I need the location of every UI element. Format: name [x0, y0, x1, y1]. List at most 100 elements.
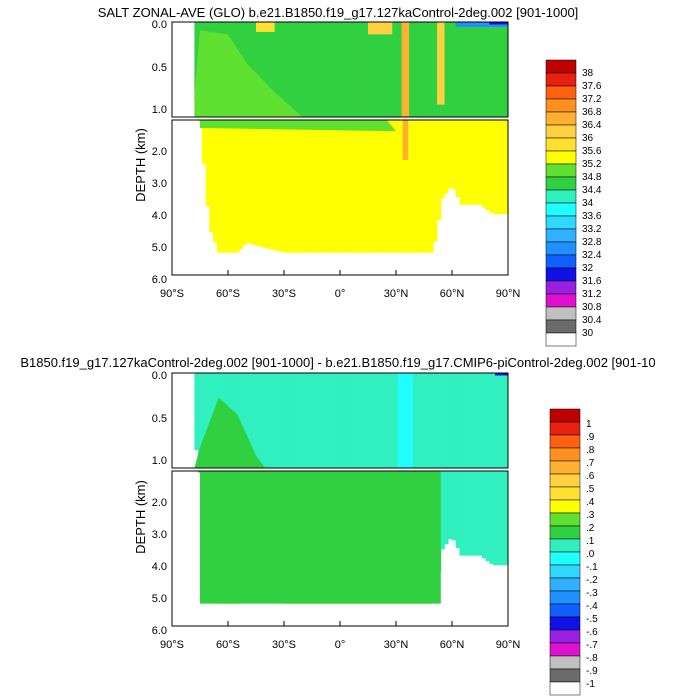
panel-2-ocean-upper-col-40 [343, 373, 348, 468]
panel-2-cbar-label-6: .4 [586, 497, 595, 508]
panel-2-arctic-anom [494, 373, 508, 376]
panel-2-colorbar-swatch-12 [549, 564, 581, 579]
panel-2-ocean-lower-col-82 [500, 471, 505, 566]
panel-2-colorbar-swatch-11 [549, 551, 581, 566]
panel-1-ocean-lower-col-75 [474, 120, 479, 205]
panel-2-ocean-lower-col-71 [459, 471, 464, 556]
panel-1-colorbar-swatch-2 [545, 85, 577, 100]
panel-2-cbar-label-10: .0 [586, 549, 595, 560]
panel-2-ocean-lower-col-68 [448, 471, 453, 540]
panel-2-ocean-upper-col-0 [194, 373, 199, 451]
panel-1-ocean-upper-col-57 [407, 22, 412, 117]
panel-2-colorbar-swatch-14 [549, 590, 581, 605]
panel-1-ocean-upper-col-77 [481, 22, 486, 117]
panel-2-ocean-lower-col-73 [466, 471, 471, 556]
panel-2-cbar-label-3: .7 [586, 458, 595, 469]
panel-1-cbar-label-13: 32.8 [582, 237, 602, 248]
panel-1-colorbar-swatch-12 [545, 215, 577, 230]
panel-2-colorbar-swatch-15 [549, 603, 581, 618]
panel-2-cbar-label-14: -.4 [586, 601, 598, 612]
panel-1-xtick-90N: 90°N [496, 288, 521, 300]
panel-1-ocean-lower-col-65 [437, 120, 442, 221]
panel-1-colorbar-swatch-13 [545, 228, 577, 243]
panel-2-xtick-90S: 90°S [160, 639, 184, 651]
panel-1-cbar-label-6: 35.6 [582, 146, 602, 157]
panel-2-ocean-upper-col-81 [496, 373, 501, 468]
panel-1-ocean-lower-col-23 [280, 120, 285, 253]
panel-1-ocean-upper-col-73 [466, 22, 471, 117]
panel-1-xtick-90S: 90°S [160, 288, 184, 300]
panel-2-ocean-upper-col-70 [455, 373, 460, 468]
panel-1-colorbar-swatch-5 [545, 124, 577, 139]
panel-2-ocean-lower-col-69 [452, 471, 457, 541]
panel-1-ocean-upper-col-79 [489, 22, 494, 117]
panel-1-ocean-upper-col-44 [358, 22, 363, 117]
panel-1-ocean-lower-col-61 [422, 120, 427, 253]
panel-1-ocean-lower-col-45 [362, 120, 367, 253]
panel-2-colorbar-swatch-7 [549, 499, 581, 514]
panel-2-colorbar-swatch-18 [549, 642, 581, 657]
panel-1-ocean-upper-col-62 [425, 22, 430, 117]
panel-1-colorbar-swatch-15 [545, 254, 577, 269]
panel-2-ocean-upper-col-1 [198, 373, 203, 468]
panel-2-cbar-label-5: .5 [586, 484, 595, 495]
panel-1-ocean-lower-col-40 [343, 120, 348, 253]
panel-2-ocean-upper-col-34 [321, 373, 326, 468]
panel-1-ocean-lower-col-52 [388, 120, 393, 253]
panel-2-cbar-label-18: -.8 [586, 653, 598, 664]
panel-2-ytick-1.0: 1.0 [152, 455, 167, 467]
panel-1-ocean-upper-col-23 [280, 22, 285, 117]
panel-1-ocean-lower-col-33 [317, 120, 322, 253]
panel-2-cbar-label-7: .3 [586, 510, 595, 521]
panel-1-ocean-lower-col-31 [310, 120, 315, 253]
panel-2-ytick-5.0: 5.0 [152, 593, 167, 605]
panel-1-n-subtropical-max [368, 22, 393, 35]
panel-2-ocean-upper-col-36 [328, 373, 333, 468]
panel-2-cbar-label-15: -.5 [586, 614, 598, 625]
panel-1-ytick-1.0: 1.0 [152, 104, 167, 116]
panel-1-ocean-lower-col-7 [220, 120, 225, 253]
panel-2-plot [171, 372, 509, 627]
panel-1-ytick-0.0: 0.0 [152, 19, 167, 31]
panel-2-ocean-upper-col-22 [276, 373, 281, 468]
panel-2-ocean-upper-col-25 [287, 373, 292, 468]
panel-1-ocean-lower-col-51 [384, 120, 389, 253]
panel-1-plot [171, 21, 509, 276]
panel-1-upper-frame [171, 21, 509, 118]
panel-1-med-plume-upper [401, 22, 410, 117]
panel-2-colorbar-swatch-16 [549, 616, 581, 631]
panel-1-ocean-upper-col-60 [418, 22, 423, 117]
panel-1-ocean-lower-col-13 [242, 120, 247, 245]
panel-2-ytick-0.5: 0.5 [152, 413, 167, 425]
panel-1-ocean-lower-col-24 [284, 120, 289, 253]
panel-2-ocean-upper-col-31 [310, 373, 315, 468]
panel-1-cbar-label-10: 34 [582, 198, 594, 209]
panel-1-ocean-lower-col-50 [381, 120, 386, 253]
panel-2-ocean-upper-col-17 [257, 373, 262, 468]
panel-1-ocean-lower-col-70 [455, 120, 460, 198]
panel-2-ocean-upper-col-3 [205, 373, 210, 468]
panel-1-ocean-lower-col-17 [257, 120, 262, 247]
panel-1-ocean-lower-col-69 [452, 120, 457, 190]
panel-2-ocean-upper-col-27 [295, 373, 300, 468]
panel-1-ytick-2.0: 2.0 [152, 146, 167, 158]
panel-2-colorbar-swatch-17 [549, 629, 581, 644]
panel-2-ocean-upper-col-37 [332, 373, 337, 468]
panel-1-ocean-lower-col-3 [205, 120, 210, 206]
panel-1-ytick-6.0: 6.0 [152, 274, 167, 286]
panel-1-ocean-upper-col-34 [321, 22, 326, 117]
panel-1-ocean-lower-col-9 [228, 120, 233, 253]
panel-2-ocean-upper-col-62 [425, 373, 430, 468]
panel-1-cbar-label-1: 37.6 [582, 81, 602, 92]
panel-1-ocean-lower-col-36 [328, 120, 333, 253]
panel-2-ocean-lower-col-72 [463, 471, 468, 556]
panel-1-ocean-upper-col-27 [295, 22, 300, 117]
panel-1-ocean-upper-col-76 [478, 22, 483, 117]
panel-1-ocean-upper-col-58 [410, 22, 415, 117]
panel-1-ocean-upper-col-42 [351, 22, 356, 117]
panel-1-ocean-upper-col-16 [254, 22, 259, 117]
panel-2-ocean-lower-col-78 [485, 471, 490, 562]
panel-2-ocean-upper-col-51 [384, 373, 389, 468]
panel-1-cbar-label-14: 32.4 [582, 250, 602, 261]
panel-1-ocean-upper-col-47 [369, 22, 374, 117]
